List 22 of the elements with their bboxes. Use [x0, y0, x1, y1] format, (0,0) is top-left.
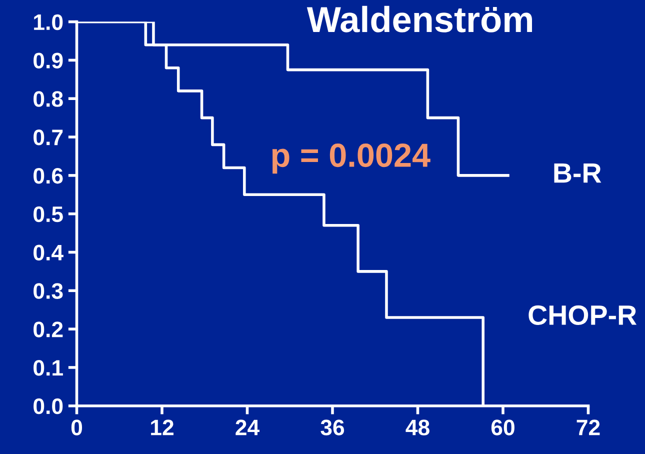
y-tick-label: 0.7: [34, 130, 63, 146]
y-tick-label: 0.1: [34, 360, 63, 376]
y-tick-label: 1.0: [34, 14, 63, 30]
y-tick-label: 0.5: [34, 206, 63, 222]
y-tick-label: 0.2: [34, 322, 63, 338]
x-tick-label: 36: [320, 420, 344, 436]
x-tick-label: 0: [71, 420, 82, 436]
y-tick-label: 0.4: [34, 244, 64, 261]
y-tick-label: 0.8: [34, 91, 63, 107]
series-label: B-R: [554, 164, 602, 183]
y-tick-label: 0.3: [34, 283, 63, 299]
y-tick-label: 0.9: [34, 52, 63, 68]
series-label: CHOP-R: [528, 305, 637, 325]
chart-title: Waldenström: [306, 6, 532, 32]
x-tick-label: 24: [236, 420, 260, 436]
y-tick-label: 0.0: [34, 398, 63, 414]
x-tick-label: 12: [151, 420, 174, 436]
x-tick-label: 48: [406, 420, 430, 436]
annotation: p = 0.0024: [272, 143, 430, 174]
x-tick-label: 72: [576, 420, 600, 436]
y-tick-label: 0.6: [34, 168, 63, 184]
x-tick-label: 60: [491, 420, 514, 436]
